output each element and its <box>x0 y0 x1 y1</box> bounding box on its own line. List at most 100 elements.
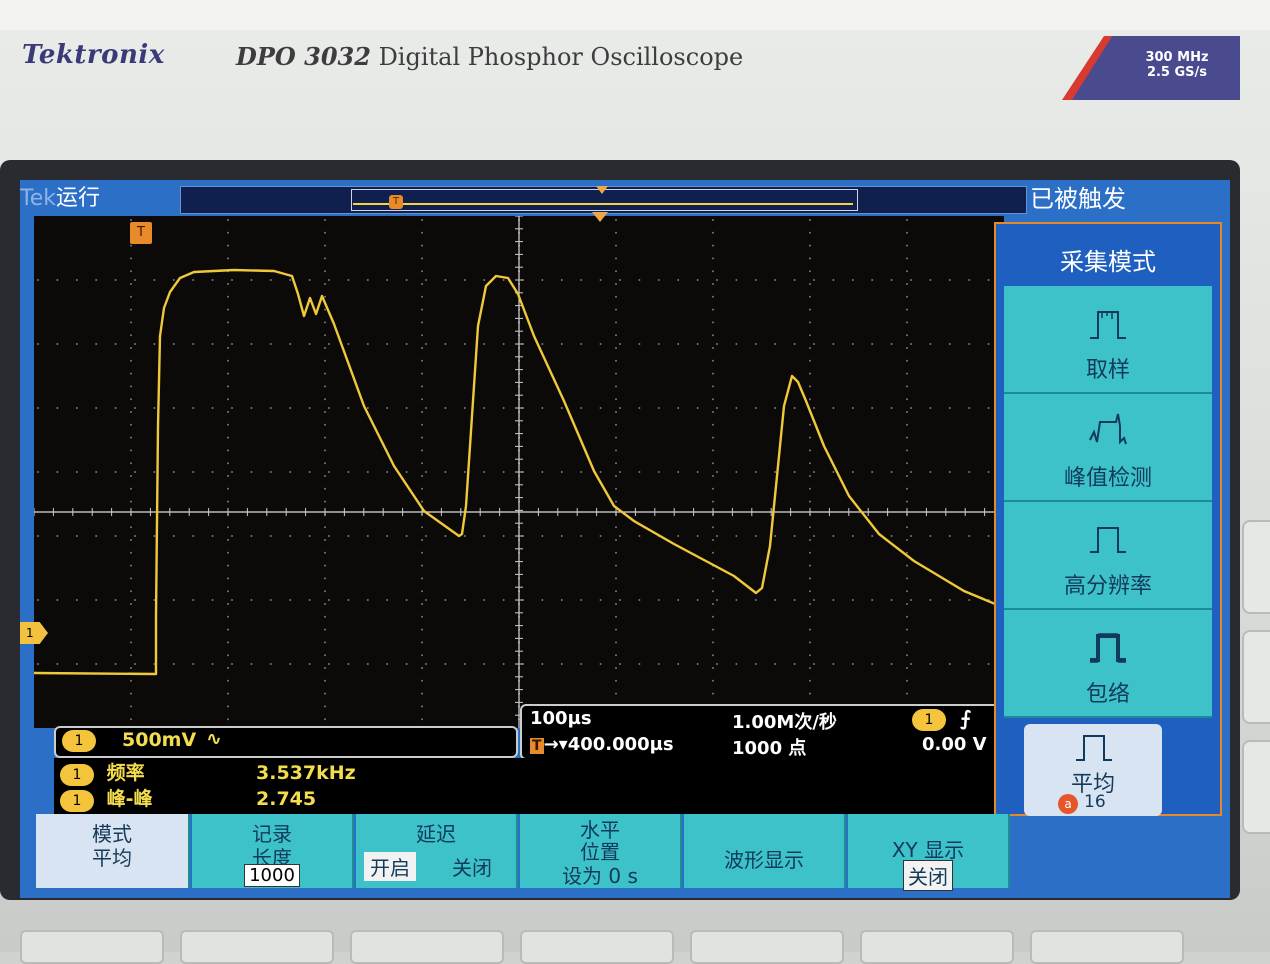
grid-dot <box>56 599 59 601</box>
grid-dot <box>906 679 908 682</box>
measurement-row[interactable]: 1 峰-峰 2.745 V <box>60 786 316 836</box>
measurement-row[interactable]: 1 频率 3.537kHz <box>60 760 356 786</box>
grid-dot <box>324 372 326 375</box>
bottom-hw-button[interactable] <box>520 930 674 964</box>
grid-dot <box>421 308 423 311</box>
grid-dot <box>405 535 408 537</box>
bottom-hw-button[interactable] <box>180 930 334 964</box>
grid-dot <box>716 663 718 665</box>
grid-dot <box>366 279 369 281</box>
grid-dot <box>906 551 908 554</box>
grid-dot <box>754 407 757 409</box>
side-item-average[interactable]: 平均 a 16 <box>1024 724 1162 816</box>
side-item-envelope[interactable]: 包络 <box>1004 610 1212 718</box>
grid-dot <box>366 471 369 473</box>
grid-dot <box>712 283 714 285</box>
grid-dot <box>832 279 835 281</box>
bottom-btn-xy-display[interactable]: XY 显示 关闭 <box>848 814 1010 891</box>
grid-dot <box>619 599 621 601</box>
delay-off-option[interactable]: 关闭 <box>452 856 492 880</box>
grid-dot <box>871 407 874 409</box>
grid-dot <box>987 663 990 665</box>
side-hw-button[interactable] <box>1242 630 1270 724</box>
bottom-btn-label: 水平 <box>580 818 620 842</box>
delay-on-option[interactable]: 开启 <box>364 852 416 881</box>
grid-dot <box>502 663 505 665</box>
grid-dot <box>712 551 714 554</box>
grid-dot <box>231 663 233 665</box>
bottom-btn-horizontal-position[interactable]: 水平 位置 设为 0 s <box>520 814 682 888</box>
channel1-tag: 1 <box>62 730 96 752</box>
grid-dot <box>615 347 617 349</box>
grid-dot <box>130 347 132 349</box>
bottom-btn-record-length[interactable]: 记录 长度 1000 <box>192 814 354 888</box>
side-item-hi-res[interactable]: 高分辨率 <box>1004 502 1212 610</box>
grid-dot <box>95 663 98 665</box>
model-name: Digital Phosphor Oscilloscope <box>378 43 744 71</box>
grid-dot <box>231 279 233 281</box>
grid-dot <box>906 539 908 541</box>
grid-dot <box>809 347 811 349</box>
grid-dot <box>541 599 544 601</box>
side-item-label: 平均 <box>1070 772 1115 797</box>
grid-dot <box>712 615 714 618</box>
grid-dot <box>130 692 132 695</box>
grid-dot <box>324 411 326 413</box>
bottom-hw-button[interactable] <box>860 930 1014 964</box>
grid-dot <box>421 564 423 567</box>
grid-dot <box>75 663 78 665</box>
bottom-btn-waveform-display[interactable]: 波形显示 <box>684 814 846 888</box>
grid-dot <box>615 436 617 439</box>
bottom-hw-button[interactable] <box>20 930 164 964</box>
grid-dot <box>130 551 132 554</box>
grid-dot <box>809 539 811 541</box>
record-points: 1000 点 <box>732 738 807 759</box>
side-hw-button[interactable] <box>1242 520 1270 614</box>
grid-dot <box>809 308 811 311</box>
grid-dot <box>289 599 292 601</box>
bottom-btn-mode[interactable]: 模式 平均 <box>36 814 190 888</box>
grid-dot <box>95 535 98 537</box>
grid-dot <box>134 407 136 409</box>
grid-dot <box>948 663 951 665</box>
grid-dot <box>308 663 311 665</box>
grid-dot <box>929 663 932 665</box>
bottom-hw-button[interactable] <box>350 930 504 964</box>
grid-dot <box>754 535 757 537</box>
grid-dot <box>134 279 136 281</box>
grid-dot <box>712 628 714 631</box>
grid-dot <box>37 663 39 665</box>
side-item-peak-detect[interactable]: 峰值检测 <box>1004 394 1212 502</box>
grid-dot <box>250 663 253 665</box>
grid-dot <box>463 279 466 281</box>
grid-dot <box>324 667 326 669</box>
grid-dot <box>560 471 563 473</box>
bottom-btn-delay[interactable]: 延迟 开启 关闭 <box>356 814 518 888</box>
grid-dot <box>948 471 951 473</box>
timebase-readout[interactable]: 100µs T →▾400.000µs 1.00M次/秒 1000 点 1 ⨍ 0… <box>520 704 1000 760</box>
side-item-sample[interactable]: 取样 <box>1004 286 1212 394</box>
grid-dot <box>793 279 796 281</box>
grid-dot <box>712 257 714 260</box>
grid-dot <box>227 423 229 426</box>
bottom-hw-button[interactable] <box>690 930 844 964</box>
grid-dot <box>114 279 117 281</box>
channel1-ground-marker[interactable]: 1 <box>20 622 48 644</box>
side-hw-button[interactable] <box>1242 740 1270 834</box>
bottom-hw-button[interactable] <box>1030 930 1184 964</box>
grid-dot <box>813 599 815 601</box>
grid-dot <box>809 603 811 605</box>
grid-dot <box>324 475 326 477</box>
grid-dot <box>211 407 214 409</box>
grid-dot <box>37 471 39 473</box>
horizontal-delay-value: 400.000µs <box>567 734 674 755</box>
grid-dot <box>716 343 718 345</box>
grid-dot <box>425 343 427 345</box>
grid-dot <box>130 564 132 567</box>
grid-dot <box>227 231 229 234</box>
grid-dot <box>906 692 908 695</box>
grid-dot <box>754 279 757 281</box>
channel1-readout[interactable]: 1 500mV ∿ <box>54 726 518 758</box>
grid-dot <box>987 535 990 537</box>
grid-dot <box>347 407 350 409</box>
